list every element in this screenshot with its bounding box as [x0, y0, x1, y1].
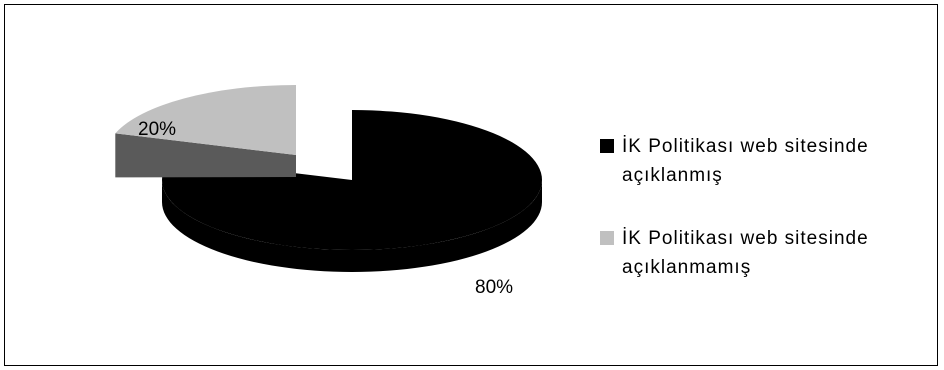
- legend-swatch-aciklanmis: [600, 139, 614, 153]
- pie-slice-aciklanmis: [161, 110, 542, 250]
- data-label-acıklanmis: 80%: [475, 277, 513, 298]
- legend-item-aciklanmis: İK Politikası web sitesinde açıklanmış: [600, 132, 942, 190]
- pie-slice-aciklanmis-side: [162, 180, 542, 272]
- legend: İK Politikası web sitesinde açıklanmış İ…: [600, 132, 942, 282]
- legend-item-aciklanmamis: İK Politikası web sitesinde açıklanmamış: [600, 224, 942, 282]
- legend-label-aciklanmis: İK Politikası web sitesinde açıklanmış: [622, 136, 869, 186]
- pie-slice-aciklanmamis: [115, 85, 297, 155]
- legend-label-aciklanmamis: İK Politikası web sitesinde açıklanmamış: [622, 228, 869, 278]
- legend-swatch-aciklanmamis: [600, 231, 614, 245]
- data-label-aciklanmamis: 20%: [138, 119, 176, 140]
- pie-slice-aciklanmamis-side: [115, 133, 297, 178]
